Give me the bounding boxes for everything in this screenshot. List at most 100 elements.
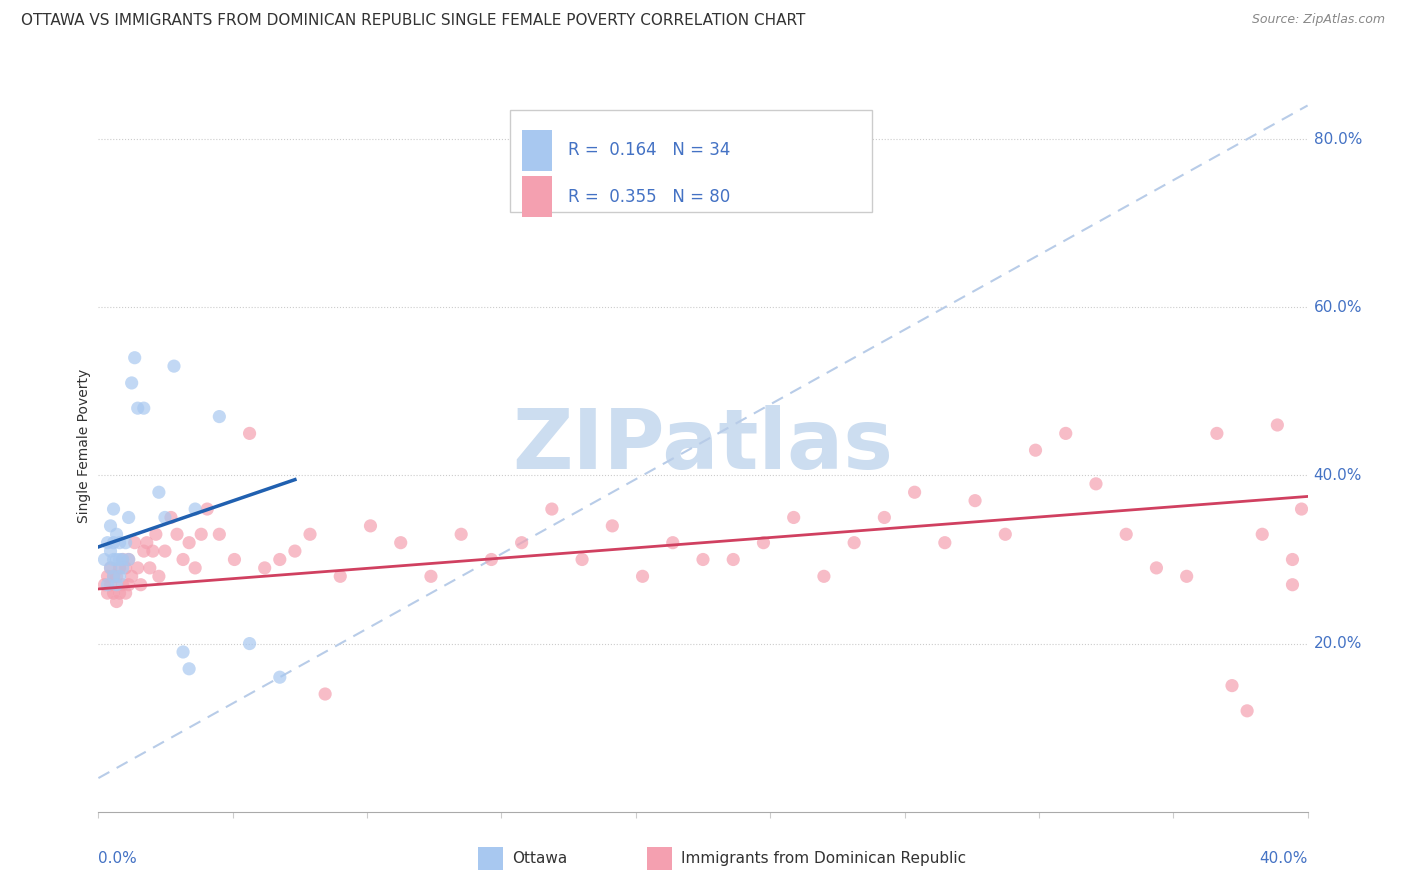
Point: [114, 535, 136, 549]
Point: [692, 552, 714, 566]
Point: [163, 359, 186, 373]
Point: [179, 662, 201, 676]
Point: [752, 535, 775, 549]
Point: [1236, 704, 1258, 718]
Point: [284, 544, 307, 558]
Point: [994, 527, 1017, 541]
Text: 60.0%: 60.0%: [1313, 300, 1362, 315]
Point: [118, 578, 141, 592]
Point: [148, 485, 170, 500]
Text: 40.0%: 40.0%: [1313, 468, 1362, 483]
Point: [121, 569, 143, 583]
Text: Source: ZipAtlas.com: Source: ZipAtlas.com: [1251, 13, 1385, 27]
Point: [121, 376, 143, 390]
Point: [100, 561, 122, 575]
Point: [540, 502, 562, 516]
Point: [103, 535, 125, 549]
Point: [602, 519, 624, 533]
Point: [1085, 476, 1108, 491]
Point: [105, 569, 128, 583]
Point: [1054, 426, 1077, 441]
Point: [127, 561, 149, 575]
Point: [1220, 679, 1243, 693]
Point: [108, 552, 131, 566]
Point: [127, 401, 149, 416]
Point: [208, 527, 231, 541]
Point: [1251, 527, 1274, 541]
Point: [103, 502, 125, 516]
Point: [111, 578, 134, 592]
Point: [360, 519, 382, 533]
Point: [184, 502, 207, 516]
Point: [129, 578, 152, 592]
Point: [111, 552, 134, 566]
Point: [873, 510, 896, 524]
FancyBboxPatch shape: [522, 130, 553, 170]
Text: Immigrants from Dominican Republic: Immigrants from Dominican Republic: [681, 851, 966, 866]
Point: [105, 527, 128, 541]
Point: [139, 561, 162, 575]
Point: [105, 578, 128, 592]
Point: [100, 544, 122, 558]
Point: [783, 510, 806, 524]
Point: [105, 594, 128, 608]
Text: R =  0.164   N = 34: R = 0.164 N = 34: [568, 142, 730, 160]
Point: [1206, 426, 1229, 441]
FancyBboxPatch shape: [509, 110, 872, 212]
FancyBboxPatch shape: [522, 177, 553, 217]
Point: [124, 351, 146, 365]
Point: [661, 535, 683, 549]
Point: [118, 552, 141, 566]
Point: [96, 569, 118, 583]
Point: [844, 535, 866, 549]
Point: [965, 493, 987, 508]
Point: [166, 527, 188, 541]
Point: [1291, 502, 1313, 516]
Point: [132, 544, 155, 558]
Point: [253, 561, 276, 575]
Point: [571, 552, 593, 566]
Point: [179, 535, 201, 549]
Point: [1281, 552, 1303, 566]
Point: [208, 409, 231, 424]
Point: [93, 578, 115, 592]
Point: [510, 535, 533, 549]
Text: R =  0.355   N = 80: R = 0.355 N = 80: [568, 187, 730, 205]
Point: [148, 569, 170, 583]
Point: [184, 561, 207, 575]
Point: [1115, 527, 1137, 541]
Point: [108, 561, 131, 575]
Point: [118, 552, 141, 566]
Text: OTTAWA VS IMMIGRANTS FROM DOMINICAN REPUBLIC SINGLE FEMALE POVERTY CORRELATION C: OTTAWA VS IMMIGRANTS FROM DOMINICAN REPU…: [21, 13, 806, 29]
Point: [114, 561, 136, 575]
Point: [190, 527, 212, 541]
Point: [108, 569, 131, 583]
Point: [329, 569, 352, 583]
Point: [314, 687, 336, 701]
Point: [111, 561, 134, 575]
Point: [103, 569, 125, 583]
Point: [299, 527, 322, 541]
Point: [481, 552, 503, 566]
Text: 0.0%: 0.0%: [98, 851, 138, 865]
Point: [420, 569, 443, 583]
Point: [111, 552, 134, 566]
Y-axis label: Single Female Poverty: Single Female Poverty: [77, 369, 91, 523]
Point: [813, 569, 835, 583]
Point: [172, 552, 194, 566]
Point: [153, 510, 176, 524]
Point: [103, 586, 125, 600]
Point: [103, 569, 125, 583]
Point: [100, 578, 122, 592]
Point: [172, 645, 194, 659]
Point: [153, 544, 176, 558]
Point: [114, 586, 136, 600]
Point: [631, 569, 654, 583]
Point: [239, 636, 262, 650]
Text: 80.0%: 80.0%: [1313, 132, 1362, 146]
Point: [224, 552, 246, 566]
Point: [96, 578, 118, 592]
Point: [135, 535, 157, 549]
Point: [160, 510, 183, 524]
Point: [1175, 569, 1198, 583]
